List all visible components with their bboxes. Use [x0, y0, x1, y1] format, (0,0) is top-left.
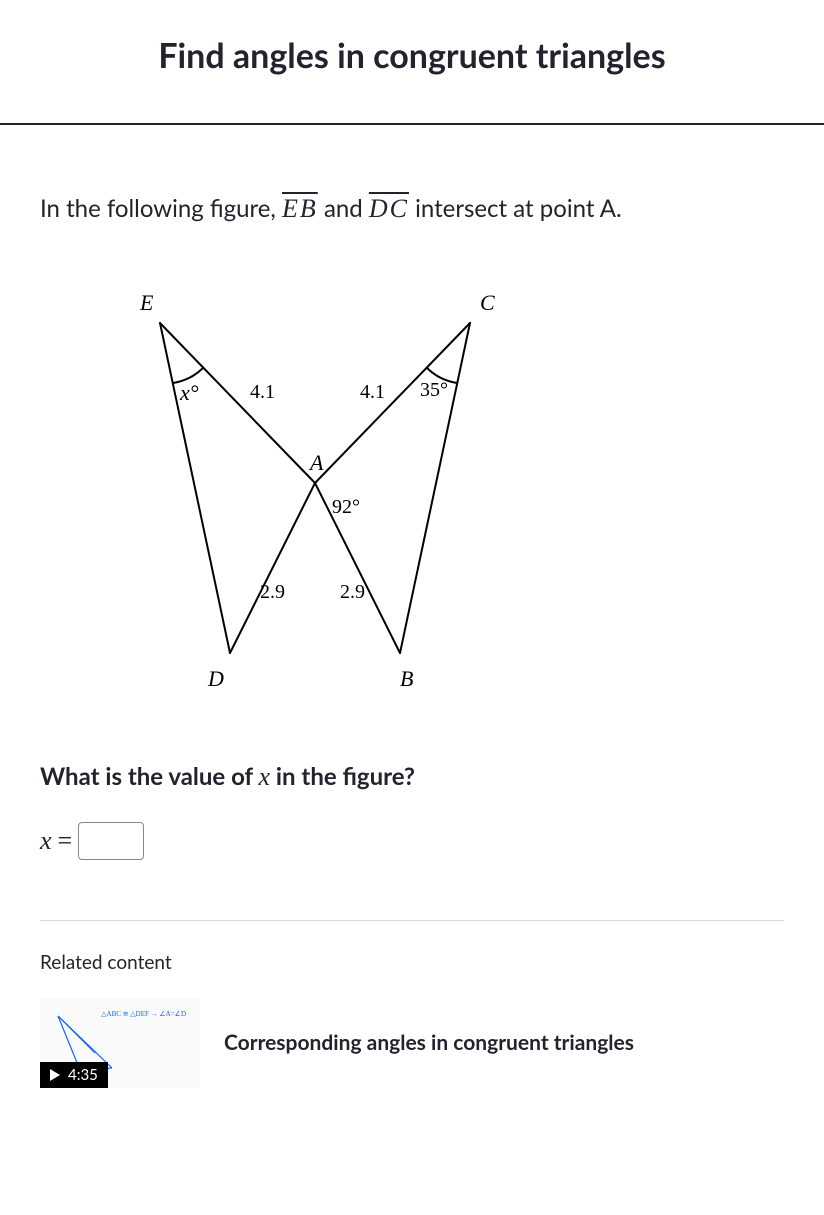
- problem-prompt: In the following figure, EB and DC inter…: [40, 189, 784, 228]
- content: In the following figure, EB and DC inter…: [0, 125, 824, 1108]
- len-ab: 2.9: [340, 581, 365, 603]
- answer-input[interactable]: [78, 822, 144, 860]
- label-c: C: [480, 290, 495, 315]
- geometry-svg: E C D B A x° 35° 92° 4.1 4.1 2.9 2.9: [100, 288, 540, 708]
- label-a: A: [308, 450, 324, 475]
- play-icon: [50, 1069, 60, 1081]
- angle-35: 35°: [420, 379, 448, 401]
- prompt-pre: In the following figure,: [40, 194, 282, 223]
- video-title: Corresponding angles in congruent triang…: [224, 1030, 634, 1055]
- label-d: D: [207, 666, 224, 691]
- answer-var: x: [40, 826, 52, 856]
- prompt-post: intersect at point A.: [415, 194, 622, 223]
- video-thumbnail: △ABC ≅ △DEF → ∠A=∠D 4:35: [40, 998, 200, 1088]
- segment-dc: DC: [369, 194, 409, 223]
- video-duration-badge: 4:35: [40, 1062, 108, 1088]
- question-pre: What is the value of: [40, 762, 259, 791]
- answer-row: x =: [40, 822, 784, 860]
- question-var: x: [259, 762, 271, 791]
- question: What is the value of x in the figure?: [40, 762, 784, 792]
- len-ad: 2.9: [260, 581, 285, 603]
- label-b: B: [400, 666, 413, 691]
- answer-eq: =: [58, 826, 73, 856]
- related-divider: [40, 920, 784, 921]
- len-ea: 4.1: [250, 381, 275, 403]
- len-ca: 4.1: [360, 381, 385, 403]
- page-title: Find angles in congruent triangles: [0, 23, 824, 100]
- angle-92: 92°: [332, 496, 360, 518]
- angle-x: x°: [179, 380, 199, 405]
- label-e: E: [139, 290, 154, 315]
- related-heading: Related content: [40, 951, 784, 974]
- question-post: in the figure?: [270, 762, 415, 791]
- prompt-and: and: [324, 194, 369, 223]
- figure: E C D B A x° 35° 92° 4.1 4.1 2.9 2.9: [40, 288, 784, 712]
- segment-eb: EB: [282, 194, 318, 223]
- related-video-card[interactable]: △ABC ≅ △DEF → ∠A=∠D 4:35 Corresponding a…: [40, 998, 784, 1088]
- video-duration: 4:35: [68, 1066, 98, 1084]
